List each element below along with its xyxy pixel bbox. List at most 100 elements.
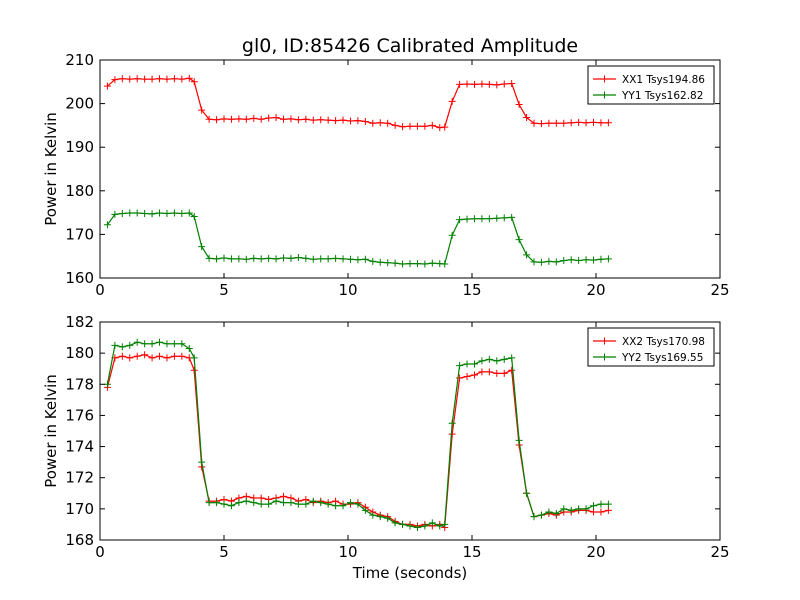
data-point-marker — [582, 119, 590, 127]
y-tick-label: 180 — [65, 182, 94, 200]
data-point-marker — [508, 213, 516, 221]
data-point-marker — [413, 524, 421, 532]
data-point-marker — [478, 215, 486, 223]
data-point-marker — [190, 366, 198, 374]
data-point-marker — [103, 82, 111, 90]
data-point-marker — [170, 209, 178, 217]
data-point-marker — [178, 209, 186, 217]
data-point-marker — [478, 357, 486, 365]
data-point-marker — [354, 117, 362, 125]
data-point-marker — [391, 519, 399, 527]
data-point-marker — [567, 119, 575, 127]
data-point-marker — [463, 373, 471, 380]
data-point-marker — [399, 260, 407, 268]
data-point-marker — [163, 340, 171, 348]
data-point-marker — [170, 75, 178, 83]
data-point-marker — [227, 115, 235, 123]
plot-frame — [99, 59, 721, 279]
data-point-marker — [141, 209, 149, 217]
data-point-marker — [575, 118, 583, 126]
data-point-marker — [485, 355, 493, 363]
data-point-marker — [369, 511, 377, 519]
data-point-marker — [346, 255, 354, 263]
data-point-marker — [545, 119, 553, 127]
data-point-marker — [384, 259, 392, 267]
data-point-marker — [399, 520, 407, 528]
data-point-marker — [406, 260, 414, 268]
x-tick-label: 25 — [710, 281, 729, 299]
x-tick-label: 25 — [710, 543, 729, 561]
data-point-marker — [309, 116, 317, 124]
data-point-marker — [317, 116, 325, 124]
data-point-marker — [280, 254, 288, 262]
data-point-marker — [235, 499, 243, 507]
data-point-marker — [590, 118, 598, 126]
data-point-marker — [257, 500, 265, 508]
data-point-marker — [369, 257, 377, 265]
x-tick-label: 5 — [219, 543, 229, 561]
data-point-marker — [339, 502, 347, 510]
y-tick-label: 180 — [65, 344, 94, 362]
data-point-marker — [500, 80, 508, 88]
data-point-marker — [324, 500, 332, 508]
data-point-marker — [456, 80, 464, 88]
data-point-marker — [354, 500, 362, 508]
data-point-marker — [103, 221, 111, 229]
data-point-marker — [156, 75, 164, 83]
data-point-marker — [523, 251, 531, 259]
data-point-marker — [213, 499, 221, 507]
data-point-marker — [391, 259, 399, 267]
data-point-marker — [163, 209, 171, 217]
data-point-marker — [590, 508, 598, 516]
data-point-marker — [361, 117, 369, 125]
data-point-marker — [413, 122, 421, 130]
y-axis-label: Power in Kelvin — [42, 112, 60, 226]
data-point-marker — [552, 258, 560, 266]
data-point-marker — [604, 506, 612, 514]
data-point-marker — [198, 458, 206, 466]
data-point-marker — [111, 76, 119, 84]
data-point-marker — [523, 114, 531, 122]
data-point-marker — [493, 357, 501, 365]
data-point-marker — [257, 494, 265, 502]
data-point-marker — [141, 340, 149, 348]
data-point-marker — [141, 75, 149, 83]
data-point-marker — [530, 119, 538, 127]
data-point-marker — [361, 506, 369, 514]
data-point-marker — [118, 209, 126, 217]
data-point-marker — [190, 213, 198, 221]
data-point-marker — [406, 522, 414, 530]
y-axis-label: Power in Kelvin — [42, 374, 60, 488]
data-point-marker — [111, 341, 119, 349]
data-point-marker — [213, 116, 221, 124]
data-point-marker — [582, 505, 590, 513]
y-tick-label: 168 — [65, 531, 94, 549]
data-point-marker — [552, 510, 560, 518]
data-point-marker — [118, 75, 126, 83]
data-point-marker — [294, 500, 302, 508]
data-point-marker — [205, 499, 213, 507]
data-point-marker — [421, 122, 429, 130]
data-point-marker — [448, 231, 456, 239]
data-point-marker — [294, 116, 302, 124]
data-point-marker — [126, 341, 134, 349]
data-point-marker — [428, 121, 436, 129]
data-point-marker — [324, 116, 332, 124]
data-point-marker — [523, 489, 531, 497]
data-point-marker — [213, 255, 221, 263]
x-tick-label: 10 — [338, 543, 357, 561]
data-point-marker — [302, 115, 310, 123]
data-point-marker — [500, 369, 508, 377]
data-point-marker — [493, 214, 501, 222]
data-point-marker — [376, 258, 384, 266]
data-point-marker — [456, 374, 464, 382]
data-point-marker — [463, 80, 471, 88]
data-point-marker — [428, 519, 436, 527]
data-point-marker — [133, 338, 141, 346]
data-point-marker — [272, 114, 280, 122]
data-point-marker — [384, 119, 392, 127]
data-point-marker — [265, 114, 273, 122]
data-point-marker — [220, 254, 228, 262]
legend-box — [587, 65, 715, 105]
data-point-marker — [560, 505, 568, 513]
